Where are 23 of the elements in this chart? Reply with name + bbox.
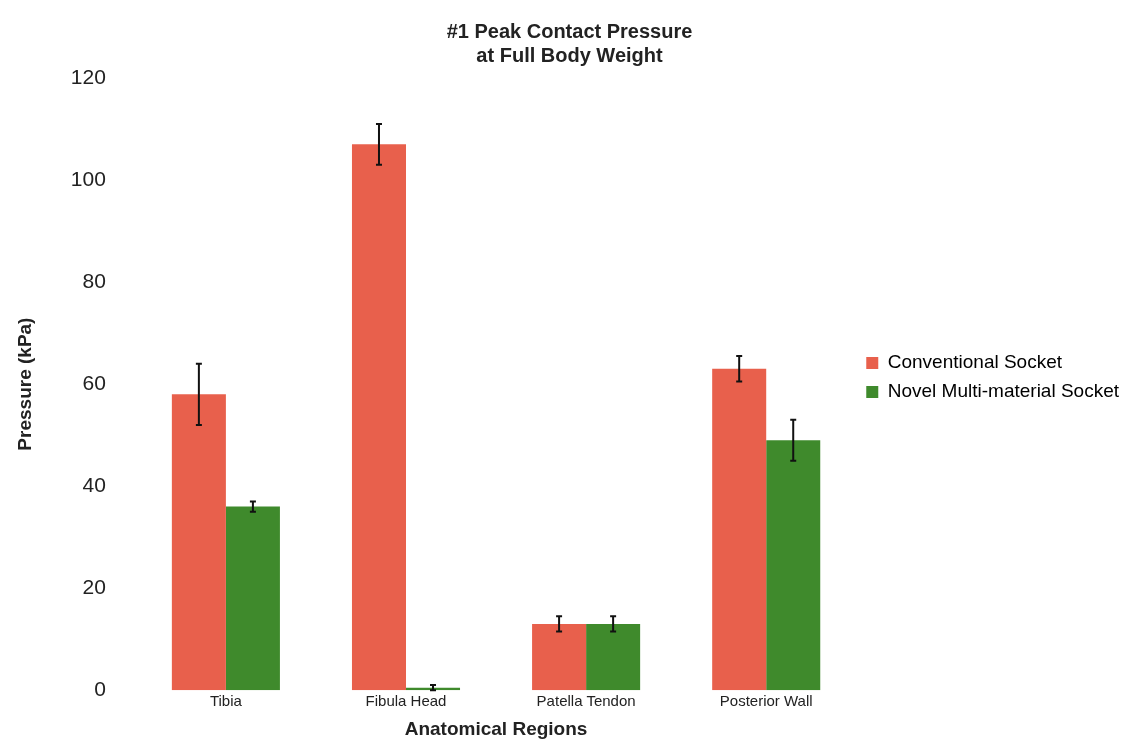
- bar: [586, 623, 641, 691]
- legend-label: Novel Multi-material Socket: [887, 380, 1120, 402]
- y-tick-label: 40: [82, 472, 106, 496]
- x-tick-label: Tibia: [209, 692, 243, 710]
- bar: [712, 368, 767, 691]
- x-axis-title: Anatomical Regions: [404, 717, 588, 739]
- y-tick-label: 60: [82, 370, 106, 394]
- x-tick-label: Patella Tendon: [536, 692, 636, 710]
- bar: [225, 506, 280, 691]
- x-tick-label: Fibula Head: [365, 692, 447, 710]
- y-tick-label: 100: [70, 166, 106, 190]
- legend-label: Conventional Socket: [887, 351, 1063, 373]
- bar: [171, 394, 226, 691]
- bar: [766, 440, 821, 691]
- bar: [532, 623, 587, 691]
- y-tick-label: 120: [70, 64, 106, 88]
- chart-title: #1 Peak Contact Pressure at Full Body Weight: [446, 19, 693, 66]
- y-tick-label: 80: [82, 268, 106, 292]
- y-axis-title: Pressure (kPa): [13, 317, 35, 451]
- y-tick-label: 0: [94, 677, 106, 700]
- bar: [351, 144, 406, 691]
- y-tick-label: 20: [82, 574, 106, 598]
- x-tick-label: Posterior Wall: [719, 692, 813, 710]
